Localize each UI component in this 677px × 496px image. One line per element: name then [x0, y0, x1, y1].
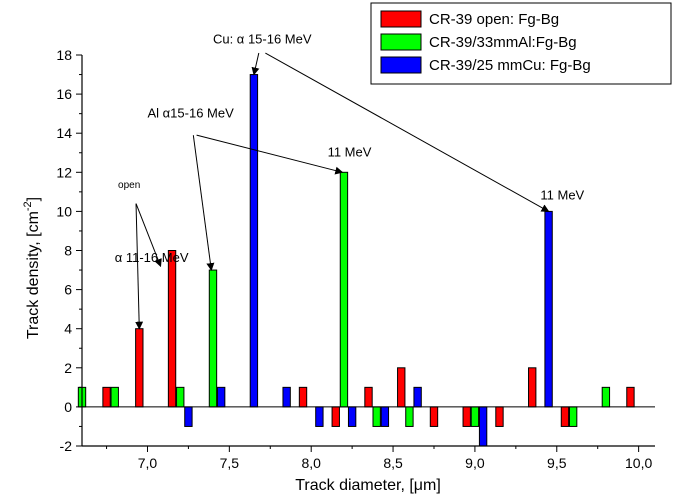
bar-series-1-point-4 [298, 386, 308, 408]
bar-series-1-point-1 [102, 386, 111, 408]
annotation-arrow-open-1 [135, 203, 162, 268]
x-tick-label: 7,0 [138, 455, 158, 471]
bar-series-2-point-6 [372, 406, 381, 427]
legend-swatch-1 [380, 10, 422, 28]
bar-series-1-point-10 [495, 406, 504, 427]
y-tick-label: 10 [56, 203, 72, 219]
bar-series-3-point-10 [544, 210, 553, 408]
bar-series-1-point-9 [462, 406, 471, 427]
bar-series-2-point-8 [470, 406, 480, 427]
annotation-cu: Cu: α 15-16 MeV [213, 31, 312, 46]
bar-series-1-point-11 [528, 367, 537, 408]
bar-series-2-point-2 [110, 386, 119, 408]
y-tick-label: 0 [64, 399, 72, 415]
bar-series-2-point-7 [405, 406, 414, 427]
y-tick-label: 18 [56, 47, 72, 63]
bar-series-2-point-3 [176, 386, 185, 408]
y-tick-label: 12 [56, 164, 72, 180]
x-tick-label: 9,5 [547, 455, 567, 471]
x-axis-ticks: 7,0 7,5 8,0 8,5 9,0 9,5 10,0 [106, 446, 652, 471]
bar-series-1-point-7 [397, 367, 406, 408]
x-tick-label: 8,0 [301, 455, 321, 471]
annotation-arrow-al-2 [196, 134, 344, 175]
annotation-arrow-open-2 [135, 203, 144, 330]
annotations: Cu: α 15-16 MeV Al α15-16 MeV 11 MeV 11 MeV… [115, 31, 585, 330]
y-axis-title: Track density, [cm-2] [22, 197, 42, 339]
y-tick-label: 14 [56, 125, 72, 141]
y-tick-label: -2 [60, 438, 73, 454]
bar-series-1-point-3 [167, 250, 177, 408]
x-axis-title: Track diameter, [μm] [295, 477, 441, 494]
annotation-open: open [118, 180, 140, 191]
y-tick-label: 4 [64, 321, 72, 337]
bar-series-1-point-8 [429, 406, 439, 427]
legend-label-2: CR-39/33mmAl:Fg-Bg [429, 34, 577, 51]
y-tick-label: 8 [64, 243, 72, 259]
annotation-arrow-al-1 [192, 135, 215, 272]
x-tick-label: 8,5 [383, 455, 403, 471]
bar-series-3-point-1 [184, 406, 193, 427]
legend-swatch-3 [380, 56, 422, 74]
annotation-arrow-cu-2 [265, 52, 550, 212]
y-tick-label: 16 [56, 86, 72, 102]
annotation-open-range: α 11-16 MeV [115, 250, 189, 265]
bar-series-2-point-5 [339, 171, 349, 408]
x-tick-label: 10,0 [625, 455, 652, 471]
annotation-al: Al α15-16 MeV [147, 106, 234, 121]
x-tick-label: 7,5 [220, 455, 240, 471]
bar-series-3-point-3 [249, 74, 259, 408]
bar-series-2-point-10 [601, 386, 611, 408]
y-axis-ticks: -2 0 2 4 6 8 10 12 14 16 18 [56, 47, 82, 454]
bar-series-3-point-2 [216, 386, 226, 408]
bar-series-2-point-4 [208, 269, 218, 408]
bar-series-2-point-9 [568, 406, 578, 427]
bar-series-3-point-5 [315, 406, 324, 427]
bar-series-3-point-4 [282, 386, 291, 408]
bar-series-3-point-9 [478, 406, 488, 447]
bar-series-3-point-8 [413, 386, 422, 408]
bar-series-3-point-6 [347, 406, 357, 427]
bar-series-1-point-12 [560, 406, 570, 427]
legend-swatch-2 [380, 33, 422, 51]
bar-series-1-point-6 [364, 386, 373, 408]
legend: CR-39 open: Fg-Bg CR-39/33mmAl:Fg-Bg CR-39… [370, 2, 672, 85]
bar-series-1-point-2 [135, 328, 144, 408]
bar-series-3-point-7 [380, 406, 390, 427]
bar-series-1-point-13 [626, 386, 635, 408]
annotation-al11: 11 MeV [328, 145, 372, 160]
y-tick-label: 6 [64, 282, 72, 298]
legend-label-1: CR-39 open: Fg-Bg [429, 11, 559, 28]
x-tick-label: 9,0 [465, 455, 485, 471]
annotation-cu11: 11 MeV [540, 188, 584, 203]
legend-label-3: CR-39/25 mmCu: Fg-Bg [429, 57, 591, 74]
y-tick-label: 2 [64, 360, 72, 376]
annotation-arrow-cu-1 [251, 52, 260, 76]
bar-series-1-point-5 [331, 406, 340, 427]
